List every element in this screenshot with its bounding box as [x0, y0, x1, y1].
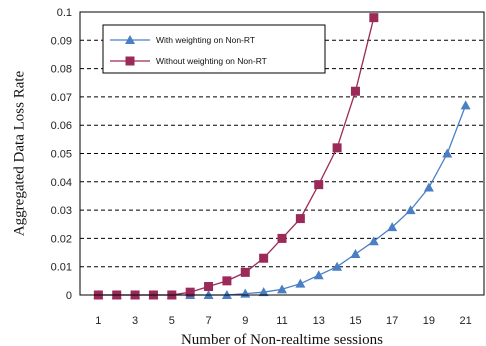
data-point-triangle — [295, 278, 306, 288]
y-tick-label: 0.04 — [51, 177, 72, 189]
legend: With weighting on Non-RT Without weightin… — [102, 24, 326, 74]
x-tick-label: 17 — [386, 315, 398, 327]
data-point-triangle — [277, 284, 287, 294]
data-point-square — [350, 86, 360, 96]
x-tick-label: 11 — [276, 315, 287, 327]
data-point-square — [222, 276, 232, 286]
data-point-square — [369, 13, 379, 23]
legend-label: With weighting on Non-RT — [156, 35, 255, 45]
data-point-square — [332, 143, 342, 153]
data-point-triangle — [423, 182, 434, 192]
plot-frame — [79, 11, 485, 296]
y-tick-label: 0.08 — [51, 64, 72, 76]
data-point-triangle — [350, 248, 361, 258]
grid-lines — [80, 39, 484, 268]
data-point-square — [259, 253, 269, 263]
y-tick-label: 0.02 — [51, 233, 72, 245]
x-tick-label: 13 — [313, 315, 325, 327]
data-point-triangle — [368, 236, 379, 246]
x-tick-label: 7 — [205, 315, 211, 327]
x-tick-label: 3 — [132, 315, 138, 327]
x-tick-label: 1 — [95, 315, 101, 327]
y-tick-label: 0 — [66, 290, 72, 302]
x-axis-label: Number of Non-realtime sessions — [181, 332, 383, 346]
legend-marker-square — [125, 56, 135, 66]
data-point-square — [314, 180, 324, 190]
x-tick-label: 21 — [460, 315, 472, 327]
legend-box — [102, 24, 326, 74]
data-point-triangle — [442, 148, 453, 158]
data-point-triangle — [387, 222, 398, 232]
y-tick-label: 0.05 — [51, 149, 72, 161]
y-axis-label: Aggregated Data Loss Rate — [11, 70, 27, 236]
legend-label: Without weighting on Non-RT — [156, 56, 267, 66]
data-point-square — [240, 267, 250, 277]
data-point-square — [295, 214, 305, 224]
legend-marker-triangle — [125, 35, 135, 44]
data-point-square — [204, 282, 214, 292]
y-tick-label: 0.03 — [51, 205, 72, 217]
y-tick-label: 0.01 — [51, 262, 72, 274]
x-tick-label: 15 — [349, 315, 361, 327]
data-point-triangle — [313, 270, 324, 280]
data-point-triangle — [332, 261, 343, 271]
data-point-triangle — [405, 205, 416, 215]
data-point-square — [277, 233, 287, 243]
x-tick-label: 5 — [169, 315, 175, 327]
y-tick-labels: 0 0.01 0.02 0.03 0.04 0.05 0.06 0.07 0.08 0.09 0.1 — [51, 7, 72, 302]
data-point-triangle — [460, 100, 471, 110]
x-tick-label: 9 — [242, 315, 248, 327]
y-tick-label: 0.07 — [51, 92, 72, 104]
y-tick-label: 0.1 — [57, 7, 72, 19]
data-point-triangle — [258, 287, 269, 297]
x-tick-labels: 1 3 5 7 9 11 13 15 17 19 21 — [95, 315, 471, 327]
data-point-square — [185, 287, 195, 297]
x-tick-label: 19 — [423, 315, 435, 327]
y-tick-label: 0.06 — [51, 120, 72, 132]
y-tick-label: 0.09 — [51, 35, 72, 47]
